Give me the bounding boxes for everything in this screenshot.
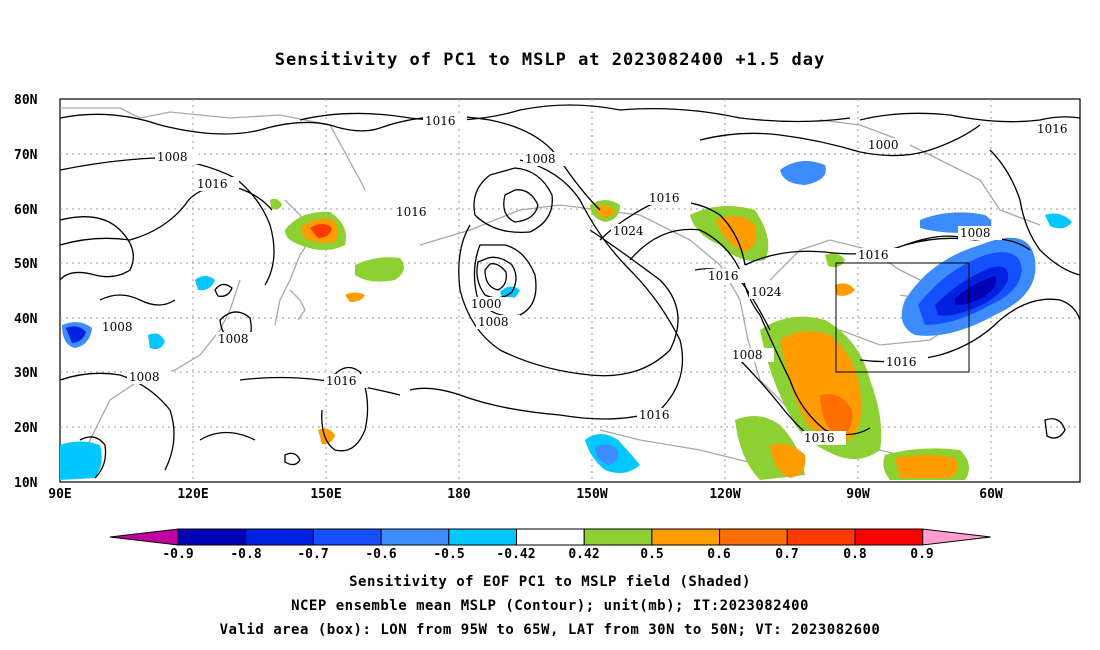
map-title: Sensitivity of PC1 to MSLP at 2023082400… (274, 50, 826, 70)
lon-label-150e: 150E (310, 487, 341, 502)
caption-line-3: Valid area (box): LON from 95W to 65W, L… (219, 622, 881, 638)
lat-label-70n: 70N (14, 148, 38, 163)
map-frame (59, 98, 1081, 483)
colorbar-swatch (177, 528, 247, 546)
contour-labels: 1016 1008 1016 1016 1008 1016 1000 1016 … (100, 114, 1079, 445)
lat-label-50n: 50N (14, 257, 38, 272)
contour-label-1008-i: 1016 (326, 374, 357, 388)
contour-label-1008-d: 1008 (960, 226, 991, 240)
colorbar-label-042: 0.42 (568, 547, 599, 562)
contour-label-1000-b: 1000 (471, 297, 502, 311)
colorbar-label-05: 0.5 (640, 547, 663, 562)
contour-label-1016-d: 1016 (649, 191, 680, 205)
valid-area-box (835, 262, 970, 373)
contour-label-1024-a: 1024 (613, 224, 644, 238)
longitude-labels: 90E 120E 150E 180 150W 120W 90W 60W (48, 487, 1003, 502)
colorbar-swatch (516, 528, 585, 546)
contour-label-1008-c: 1008 (478, 315, 509, 329)
colorbar-label-m09: -0.9 (162, 547, 193, 562)
colorbar-label-m05: -0.5 (433, 547, 464, 562)
lon-label-180: 180 (447, 487, 471, 502)
lon-label-60w: 60W (979, 487, 1003, 502)
contour-label-1008-e: 1008 (102, 320, 133, 334)
lon-label-90w: 90W (846, 487, 870, 502)
colorbar-swatch (245, 528, 314, 546)
colorbar-label-m06: -0.6 (365, 547, 396, 562)
lat-label-80n: 80N (14, 93, 38, 108)
contour-label-1016-e: 1016 (1037, 122, 1068, 136)
contour-label-1008-h: 1008 (732, 348, 763, 362)
colorbar-label-m07: -0.7 (297, 547, 328, 562)
colorbar-swatch (651, 528, 721, 546)
colorbar-label-09: 0.9 (910, 547, 933, 562)
colorbar-label-07: 0.7 (775, 547, 798, 562)
lon-label-90e: 90E (48, 487, 71, 502)
contour-label-1024-b: 1024 (751, 285, 782, 299)
lon-label-120e: 120E (177, 487, 208, 502)
contour-label-1016-a: 1016 (425, 114, 456, 128)
colorbar-swatch (448, 528, 517, 546)
shaded-sensitivity (60, 161, 1072, 480)
caption-line-2: NCEP ensemble mean MSLP (Contour); unit(… (291, 598, 809, 614)
colorbar-label-08: 0.8 (843, 547, 867, 562)
colorbar-swatch (583, 528, 653, 546)
colorbar-low-arrow (109, 528, 179, 546)
contour-label-1008-f: 1008 (218, 332, 249, 346)
colorbar-label-06: 0.6 (707, 547, 731, 562)
colorbar-swatch (380, 528, 450, 546)
contour-label-1016-b: 1016 (197, 177, 228, 191)
contour-label-1016-h: 1016 (886, 355, 917, 369)
colorbar-label-m042: -0.42 (496, 547, 535, 562)
lat-label-30n: 30N (14, 366, 38, 381)
lat-label-60n: 60N (14, 203, 38, 218)
lon-label-120w: 120W (709, 487, 740, 502)
lon-label-150w: 150W (576, 487, 607, 502)
caption-line-1: Sensitivity of EOF PC1 to MSLP field (Sh… (349, 574, 751, 590)
lat-label-20n: 20N (14, 421, 38, 436)
colorbar-swatch (312, 528, 382, 546)
contour-label-1008-b: 1008 (525, 152, 556, 166)
contour-label-1008-g: 1008 (129, 370, 160, 384)
colorbar-swatch (719, 528, 788, 546)
contour-label-1016-j: 1016 (804, 431, 835, 445)
colorbar-label-m08: -0.8 (230, 547, 261, 562)
latitude-labels: 80N 70N 60N 50N 40N 30N 20N 10N (14, 93, 38, 491)
lat-label-10n: 10N (14, 476, 38, 491)
colorbar-tick-labels: -0.9 -0.8 -0.7 -0.6 -0.5 -0.42 0.42 0.5 … (162, 547, 933, 562)
contour-label-1016-c: 1016 (396, 205, 427, 219)
contour-label-1008-a: 1008 (157, 150, 188, 164)
contour-label-1000-a: 1000 (868, 138, 899, 152)
contour-label-1016-f: 1016 (708, 269, 739, 283)
colorbar-swatch (854, 528, 924, 546)
mslp-contours (59, 104, 1081, 479)
contour-label-1016-g: 1016 (858, 248, 889, 262)
colorbar-high-arrow (922, 528, 991, 546)
colorbar-swatch (786, 528, 856, 546)
lat-label-40n: 40N (14, 312, 38, 327)
colorbar (109, 528, 991, 546)
contour-label-1016-i: 1016 (639, 408, 670, 422)
